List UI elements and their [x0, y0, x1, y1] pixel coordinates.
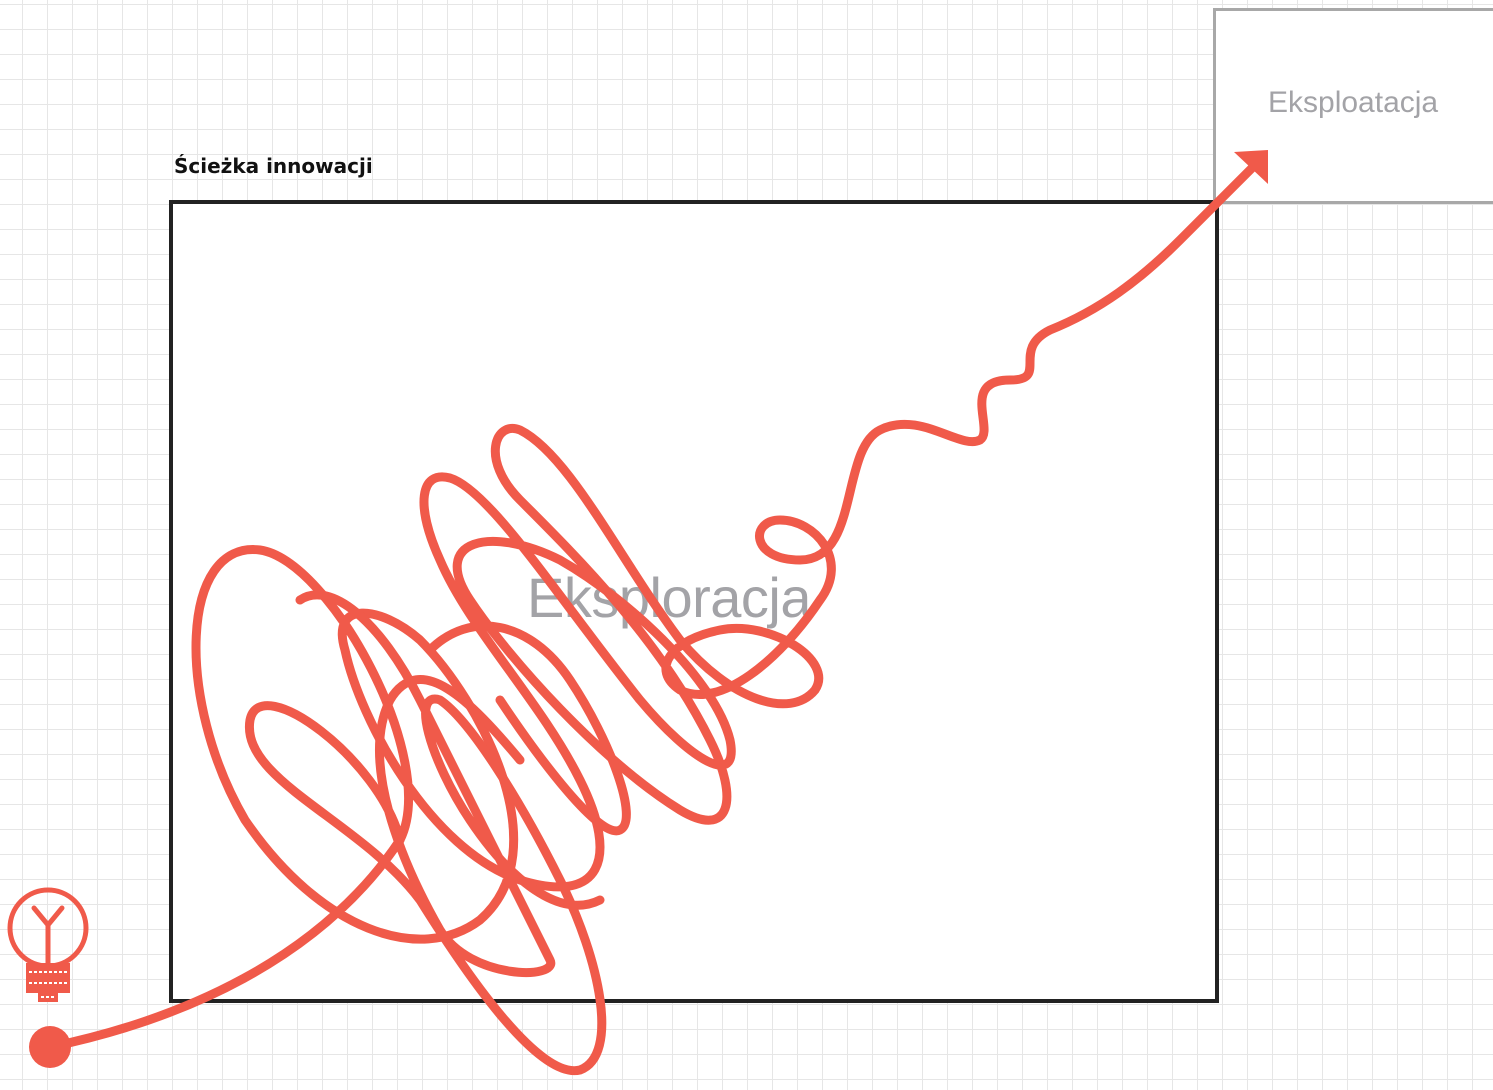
start-dot-icon [29, 1026, 71, 1068]
exploitation-label: Eksploatacja [1268, 86, 1439, 119]
innovation-path-loops [245, 590, 631, 1076]
arrow-head-icon [1234, 150, 1268, 184]
lightbulb-icon [7, 887, 89, 1002]
innovation-path [45, 157, 1263, 1052]
diagram-title: Ścieżka innowacji [174, 154, 373, 178]
